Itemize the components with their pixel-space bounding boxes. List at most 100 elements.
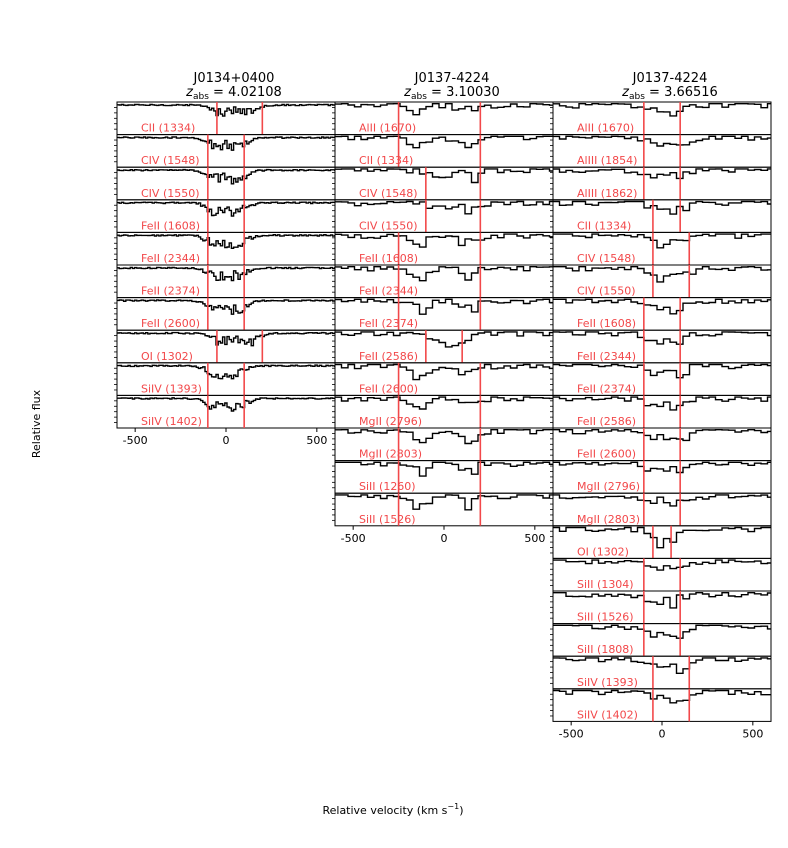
- column-redshift: zabs = 3.66516: [621, 85, 718, 102]
- ion-label: SiIV (1393): [141, 382, 202, 395]
- ion-label: CII (1334): [359, 154, 413, 167]
- redshift-symbol: z: [621, 85, 630, 100]
- spectrum-panel: CIV (1548): [332, 166, 554, 201]
- spectrum-panel: CII (1334): [114, 101, 336, 136]
- ion-label: CIV (1548): [141, 154, 200, 167]
- spectrum-panel: MgII (2803): [550, 492, 772, 527]
- flux-spectrum-line: [553, 461, 771, 474]
- spectrum-panel: FeII (2344): [332, 264, 554, 299]
- flux-spectrum-line: [553, 200, 771, 215]
- spectrum-panel: OI (1302): [550, 525, 772, 559]
- flux-spectrum-line: [335, 200, 553, 215]
- flux-spectrum-line: [335, 266, 553, 282]
- flux-spectrum-line: [553, 266, 771, 283]
- x-tick-label: -500: [341, 532, 366, 545]
- flux-spectrum-line: [335, 135, 553, 149]
- ion-label: FeII (2374): [577, 382, 636, 395]
- spectrum-panel: CII (1334): [550, 199, 772, 233]
- spectrum-panel: CIV (1550): [114, 166, 336, 201]
- spectrum-panel: SiII (1304): [550, 557, 772, 592]
- flux-spectrum-line: [117, 201, 336, 217]
- spectrum-panel: SiII (1808): [550, 623, 772, 657]
- spectrum-panel: FeII (2344): [114, 231, 336, 266]
- ion-label: CII (1334): [577, 219, 631, 232]
- flux-spectrum-line: [553, 168, 771, 180]
- column-title: J0137-4224: [632, 71, 708, 86]
- redshift-value: = 3.10030: [427, 85, 500, 100]
- flux-spectrum-line: [117, 103, 336, 117]
- ion-label: SiII (1526): [359, 513, 416, 526]
- ion-label: FeII (2600): [141, 317, 200, 330]
- flux-spectrum-line: [553, 494, 771, 507]
- flux-spectrum-line: [117, 299, 335, 315]
- ion-label: CII (1334): [141, 122, 195, 135]
- spectrum-panel: AlIII (1854): [550, 134, 772, 168]
- x-tick-label: 0: [441, 532, 448, 545]
- spectrum-panel: FeII (2600): [332, 362, 554, 396]
- ion-label: CIV (1548): [577, 252, 636, 265]
- spectrum-panel: SiIV (1402): [114, 394, 336, 429]
- flux-spectrum-line: [553, 559, 771, 571]
- flux-spectrum-line: [335, 461, 553, 477]
- redshift-subscript: abs: [411, 92, 427, 102]
- ion-label: AlII (1670): [359, 122, 416, 135]
- spectrum-panel: CIV (1550): [332, 199, 554, 233]
- ion-label: FeII (2600): [577, 448, 636, 461]
- ion-label: MgII (2803): [577, 513, 640, 526]
- ion-label: AlII (1670): [577, 122, 634, 135]
- spectrum-panel: MgII (2796): [550, 460, 772, 494]
- ion-label: FeII (2344): [359, 285, 418, 298]
- ion-label: SiII (1304): [577, 578, 634, 591]
- spectrum-panel: FeII (2374): [550, 362, 772, 396]
- x-tick-label: 0: [659, 727, 666, 740]
- x-tick-label: 500: [306, 434, 327, 447]
- redshift-subscript: abs: [193, 92, 209, 102]
- spectrum-panel: MgII (2796): [332, 394, 554, 429]
- ion-label: FeII (2374): [141, 285, 200, 298]
- flux-spectrum-line: [553, 624, 771, 639]
- spectrum-panel: SiIV (1402): [550, 688, 772, 722]
- flux-spectrum-line: [335, 331, 553, 348]
- flux-spectrum-line: [553, 135, 771, 147]
- column-redshift: zabs = 4.02108: [185, 85, 282, 102]
- x-axis-label-superscript: −1: [447, 802, 459, 811]
- ion-label: SiII (1260): [359, 480, 416, 493]
- ion-label: MgII (2803): [359, 448, 422, 461]
- ion-label: CIV (1550): [141, 187, 200, 200]
- ion-label: FeII (2344): [141, 252, 200, 265]
- spectrum-panel: AlIII (1862): [550, 166, 772, 201]
- spectrum-panel: FeII (2374): [332, 297, 554, 331]
- ion-label: CIV (1548): [359, 187, 418, 200]
- flux-spectrum-line: [335, 429, 553, 445]
- redshift-value: = 3.66516: [645, 85, 718, 100]
- flux-spectrum-line: [553, 592, 771, 609]
- spectrum-panel: SiII (1260): [332, 460, 554, 494]
- ion-label: CIV (1550): [359, 219, 418, 232]
- redshift-subscript: abs: [629, 92, 645, 102]
- flux-spectrum-line: [335, 168, 553, 184]
- flux-spectrum-line: [117, 397, 335, 412]
- column-title: J0137-4224: [414, 71, 490, 86]
- ion-label: FeII (2586): [359, 350, 418, 363]
- ion-label: FeII (2600): [359, 382, 418, 395]
- spectrum-panel: FeII (2586): [332, 329, 554, 364]
- ion-label: FeII (1608): [359, 252, 418, 265]
- spectrum-panel: MgII (2803): [332, 427, 554, 462]
- flux-spectrum-line: [553, 396, 771, 411]
- flux-spectrum-line: [553, 331, 771, 345]
- ion-label: SiII (1526): [577, 611, 634, 624]
- spectrum-panel: AlII (1670): [332, 101, 554, 136]
- spectrum-panel: CIV (1550): [550, 264, 772, 299]
- redshift-symbol: z: [185, 85, 194, 100]
- ion-label: AlIII (1862): [577, 187, 637, 200]
- x-tick-label: -500: [123, 434, 148, 447]
- flux-spectrum-line: [335, 396, 553, 410]
- spectrum-panel: SiIV (1393): [550, 655, 772, 690]
- flux-spectrum-line: [335, 233, 553, 248]
- ion-label: FeII (2374): [359, 317, 418, 330]
- ion-label: MgII (2796): [577, 480, 640, 493]
- spectrum-panel: CII (1334): [332, 134, 554, 168]
- ion-label: SiIV (1402): [141, 415, 202, 428]
